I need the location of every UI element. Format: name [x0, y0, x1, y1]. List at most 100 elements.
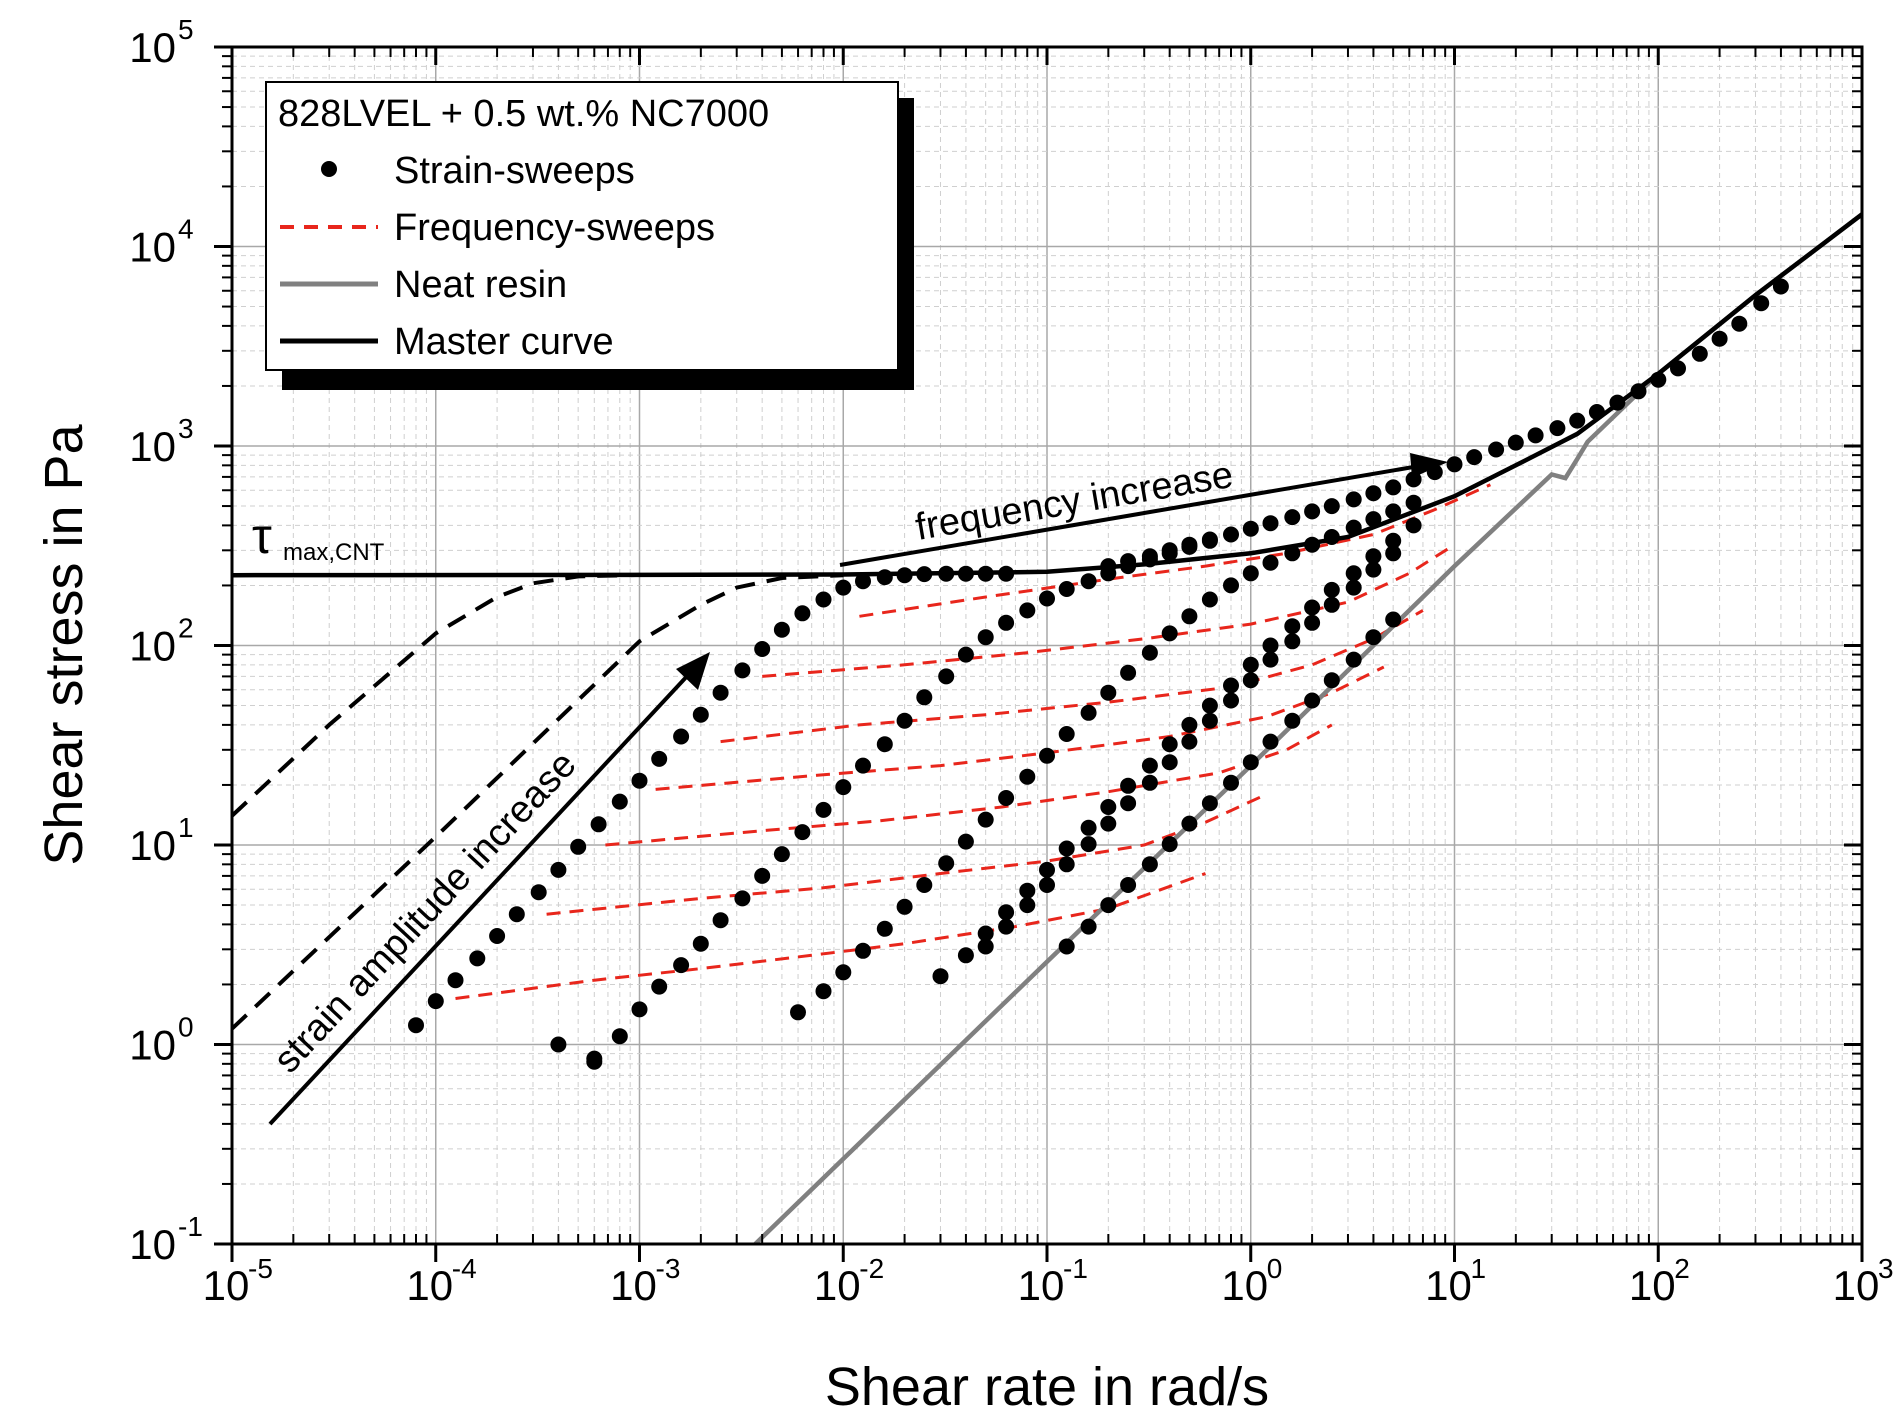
strain-sweep-point [611, 1028, 628, 1045]
strain-sweep-point [1161, 836, 1178, 853]
strain-sweep-point [447, 972, 464, 989]
strain-sweep-point [712, 684, 729, 701]
strain-sweep-point [1507, 434, 1524, 451]
strain-sweep-point [1201, 712, 1218, 729]
strain-sweep-point [957, 646, 974, 663]
strain-sweep-point [1670, 360, 1686, 377]
strain-sweep-point [876, 920, 893, 937]
strain-sweep-point [489, 928, 506, 944]
strain-sweep-point [1181, 716, 1198, 733]
strain-sweep-point [734, 890, 751, 907]
strain-sweep-point [1385, 479, 1402, 496]
x-tick-exponent: 1 [1471, 1253, 1487, 1284]
x-tick-exponent: 3 [1878, 1253, 1894, 1284]
strain-sweep-point [754, 867, 771, 884]
strain-sweep-point [916, 877, 933, 893]
tau-subscript: max,CNT [283, 539, 385, 566]
strain-sweep-point [651, 750, 668, 767]
strain-sweep-point [1284, 545, 1301, 562]
y-tick-label: 10 [129, 24, 176, 71]
strain-sweep-point [1058, 581, 1075, 597]
strain-sweep-point [1242, 565, 1259, 582]
strain-sweep-point [590, 816, 607, 833]
strain-sweep-point [998, 614, 1015, 631]
strain-sweep-point [570, 838, 587, 855]
legend-title: 828LVEL + 0.5 wt.% NC7000 [278, 93, 769, 135]
strain-sweep-point [1161, 736, 1178, 753]
y-tick-label: 10 [129, 822, 176, 869]
strain-sweep-point [835, 964, 852, 981]
strain-sweep-point [1080, 704, 1097, 721]
strain-sweep-point [1242, 672, 1259, 689]
strain-sweep-point [673, 957, 690, 974]
strain-sweep-point [1161, 754, 1178, 771]
strain-sweep-point [1772, 278, 1789, 295]
strain-sweep-point [815, 983, 832, 1000]
y-tick-exponent: 3 [178, 413, 194, 444]
strain-sweep-point [896, 712, 913, 729]
strain-sweep-point [631, 1001, 648, 1018]
legend-dots-symbol [321, 161, 337, 177]
strain-sweep-point [692, 935, 709, 952]
strain-sweep-point [1242, 520, 1259, 537]
strain-sweep-point [1549, 420, 1566, 437]
strain-sweep-point [815, 801, 832, 818]
legend-label-strain-sweeps: Strain-sweeps [394, 150, 635, 192]
strain-sweep-point [998, 918, 1015, 935]
strain-sweep-point [1141, 856, 1158, 873]
strain-sweep-point [998, 790, 1015, 806]
strain-sweep-point [932, 968, 949, 985]
strain-sweep-point [1181, 815, 1198, 832]
strain-sweep-point [1365, 485, 1382, 502]
x-tick-label: 10 [814, 1262, 861, 1309]
strain-sweep-point [1141, 644, 1158, 661]
strain-sweep-point [1446, 456, 1463, 473]
strain-sweep-point [754, 641, 771, 657]
strain-sweep-point [815, 591, 832, 608]
strain-sweep-point [1120, 795, 1137, 812]
legend-label-neat-resin: Neat resin [394, 264, 567, 306]
strain-sweep-point [1223, 526, 1239, 543]
strain-sweep-point [469, 950, 486, 967]
strain-sweep-point [1731, 315, 1748, 332]
strain-sweep-point [1323, 581, 1340, 598]
strain-sweep-point [1039, 877, 1055, 893]
strain-sweep-point [1019, 768, 1036, 785]
strain-sweep-point [1223, 774, 1239, 791]
strain-sweep-point [1019, 897, 1036, 914]
y-tick-exponent: -1 [178, 1211, 203, 1242]
strain-sweep-point [1365, 561, 1382, 578]
strain-sweep-point [1262, 637, 1279, 654]
strain-sweep-point [1201, 697, 1218, 714]
strain-sweep-point [1223, 677, 1239, 694]
strain-sweep-point [1262, 515, 1279, 532]
frequency-arrowhead [1410, 453, 1448, 478]
strain-sweep-point [938, 668, 955, 685]
y-tick-exponent: 0 [178, 1012, 194, 1043]
strain-sweep-point [998, 904, 1015, 921]
strain-sweep-point [1385, 611, 1402, 628]
x-tick-label: 10 [610, 1262, 657, 1309]
strain-sweep-point [1753, 295, 1770, 312]
strain-sweep-point [1711, 330, 1728, 347]
strain-sweep-point [773, 846, 790, 863]
x-tick-exponent: -4 [452, 1253, 477, 1284]
master-curve-line [232, 212, 1862, 578]
x-axis-label: Shear rate in rad/s [825, 1357, 1269, 1417]
strain-sweep-point [1304, 692, 1321, 709]
strain-sweep-point [876, 569, 893, 586]
strain-sweep-point [408, 1017, 424, 1034]
strain-sweep-point [794, 824, 811, 841]
x-tick-exponent: -5 [248, 1253, 273, 1284]
strain-sweep-point [1039, 861, 1055, 878]
strain-sweep-point [977, 938, 994, 955]
x-tick-exponent: -3 [656, 1253, 681, 1284]
strain-sweep-point [1345, 579, 1362, 596]
strain-sweep-point [876, 736, 893, 753]
x-tick-label: 10 [1629, 1262, 1676, 1309]
strain-sweep-point [1284, 633, 1301, 650]
strain-sweep-point [1405, 494, 1422, 511]
strain-sweep-point [1058, 856, 1075, 873]
strain-sweep-point [1262, 651, 1279, 668]
